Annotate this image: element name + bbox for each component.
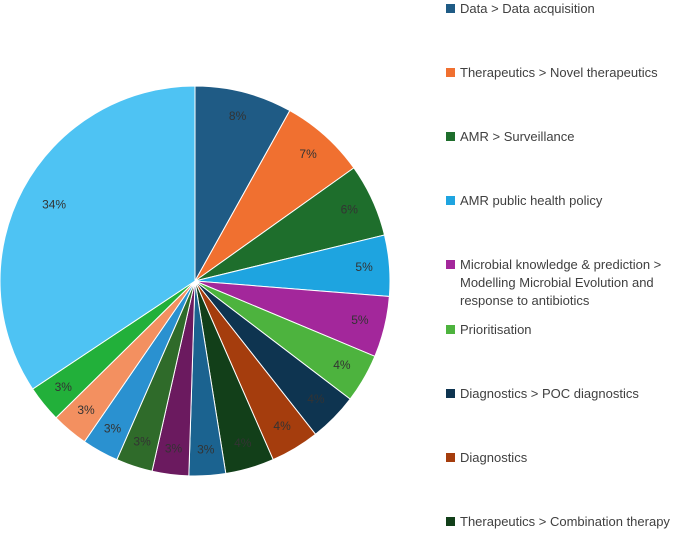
legend-label: Data > Data acquisition xyxy=(460,1,595,16)
legend-item: Therapeutics > Novel therapeutics xyxy=(446,64,685,82)
legend-item: AMR public health policy xyxy=(446,192,685,210)
slice-data-label: 6% xyxy=(341,203,359,217)
slice-data-label: 3% xyxy=(55,380,73,394)
legend-item: Data > Data acquisition xyxy=(446,0,685,18)
slice-data-label: 4% xyxy=(307,392,325,406)
slice-data-label: 3% xyxy=(104,421,122,435)
legend-swatch xyxy=(446,68,455,77)
slice-data-label: 4% xyxy=(333,358,351,372)
legend-label: Diagnostics xyxy=(460,450,528,465)
legend-swatch xyxy=(446,389,455,398)
pie-slice xyxy=(194,85,291,283)
legend-item: Microbial knowledge & prediction > Model… xyxy=(446,256,685,310)
legend-swatch xyxy=(446,132,455,141)
legend-swatch xyxy=(446,325,455,334)
slice-data-label: 3% xyxy=(165,441,183,455)
legend-label: Microbial knowledge & prediction > Model… xyxy=(460,257,662,308)
legend-swatch xyxy=(446,4,455,13)
pie-chart: 8% 7% 6% 5% 5% 4% 4% 4% 4% 3% 3% 3% 3% 3% 3% 34% xyxy=(0,85,391,477)
slice-data-label: 3% xyxy=(77,403,95,417)
slice-data-label: 7% xyxy=(299,147,317,161)
legend-label: Prioritisation xyxy=(460,322,532,337)
legend-item: Diagnostics > POC diagnostics xyxy=(446,385,685,403)
legend-label: AMR > Surveillance xyxy=(460,129,575,144)
slice-data-label: 3% xyxy=(197,442,215,456)
slice-data-label: 3% xyxy=(133,434,151,448)
legend-label: Therapeutics > Novel therapeutics xyxy=(460,65,658,80)
slice-data-label: 8% xyxy=(229,109,247,123)
legend-label: AMR public health policy xyxy=(460,193,603,208)
slice-data-label: 4% xyxy=(273,419,291,433)
legend-swatch xyxy=(446,517,455,526)
legend-swatch xyxy=(446,453,455,462)
legend-label: Diagnostics > POC diagnostics xyxy=(460,386,639,401)
legend-item: Therapeutics > Combination therapy xyxy=(446,513,685,531)
legend-item: Diagnostics xyxy=(446,449,685,467)
legend-label: Therapeutics > Combination therapy xyxy=(460,514,670,529)
slice-data-label: 5% xyxy=(351,313,369,327)
slice-data-label: 4% xyxy=(234,436,252,450)
legend-item: Prioritisation xyxy=(446,321,685,339)
slice-data-label: 34% xyxy=(42,198,66,212)
legend-swatch xyxy=(446,260,455,269)
slice-data-label: 5% xyxy=(355,260,373,274)
pie-slice xyxy=(0,85,196,390)
legend-swatch xyxy=(446,196,455,205)
legend-item: AMR > Surveillance xyxy=(446,128,685,146)
